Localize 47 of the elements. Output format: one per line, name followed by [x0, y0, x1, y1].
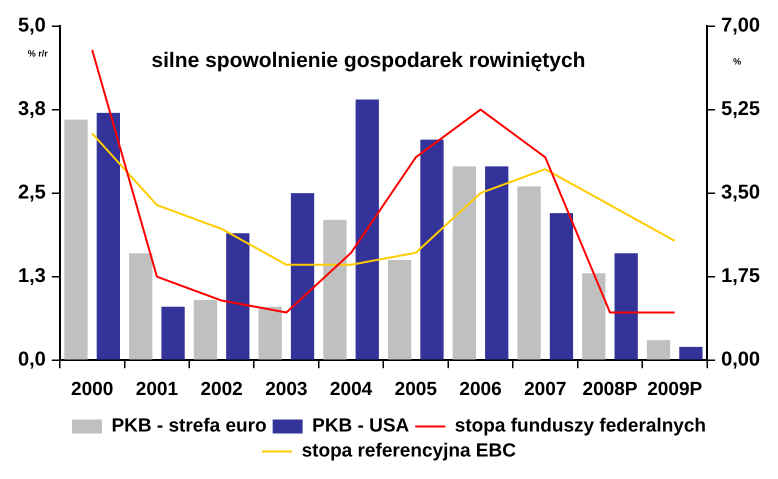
y2-tick-label: 0,00 — [721, 348, 760, 371]
bar — [64, 120, 88, 360]
legend-label: stopa funduszy federalnych — [454, 416, 706, 437]
bar — [452, 166, 476, 360]
bar — [517, 186, 541, 360]
bar — [582, 273, 606, 360]
y2-tick-label: 3,50 — [721, 182, 760, 204]
bar — [485, 166, 508, 360]
text: silne spowolnienie gospodarek rowiniętych — [151, 48, 586, 72]
bar — [614, 253, 638, 360]
y-tick-label: 2,5 — [18, 182, 46, 204]
bar — [258, 306, 282, 360]
x-tick-label: 2000 — [71, 378, 114, 400]
bar — [646, 340, 670, 360]
x-tick-label: 2006 — [459, 378, 502, 400]
y-tick-label: 3,8 — [18, 98, 46, 120]
bar — [356, 100, 379, 360]
bar — [679, 346, 703, 360]
bar — [96, 112, 120, 360]
bar — [388, 260, 412, 360]
bar — [290, 193, 314, 360]
x-tick-label: 2002 — [200, 378, 243, 400]
y2-tick-label: 1,75 — [721, 265, 760, 288]
bar — [129, 253, 152, 360]
x-tick-label: 2005 — [394, 378, 438, 400]
y2-tick-label: 5,25 — [721, 98, 760, 120]
legend-label: stopa referencyjna EBC — [302, 440, 516, 462]
y-axis-title: % r/r — [28, 48, 48, 58]
x-tick-label: 2001 — [136, 378, 178, 400]
y2-axis-title: % — [733, 56, 742, 66]
bar — [550, 213, 574, 360]
bar — [420, 140, 444, 360]
legend-label: PKB - USA — [312, 416, 410, 437]
bar — [194, 300, 218, 360]
bar — [161, 306, 185, 360]
legend-label: PKB - strefa euro — [111, 416, 267, 437]
x-tick-label: 2008P — [582, 378, 638, 400]
y2-tick-label: 7,00 — [721, 14, 760, 37]
x-tick-label: 2009P — [647, 378, 702, 400]
bar — [323, 220, 347, 360]
y-tick-label: 5,0 — [18, 14, 46, 37]
bar — [226, 233, 250, 360]
x-tick-label: 2004 — [330, 378, 373, 400]
x-tick-label: 2003 — [265, 378, 308, 400]
y-tick-label: 0,0 — [18, 348, 46, 371]
y-tick-label: 1,3 — [18, 265, 46, 288]
x-tick-label: 2007 — [524, 378, 566, 400]
